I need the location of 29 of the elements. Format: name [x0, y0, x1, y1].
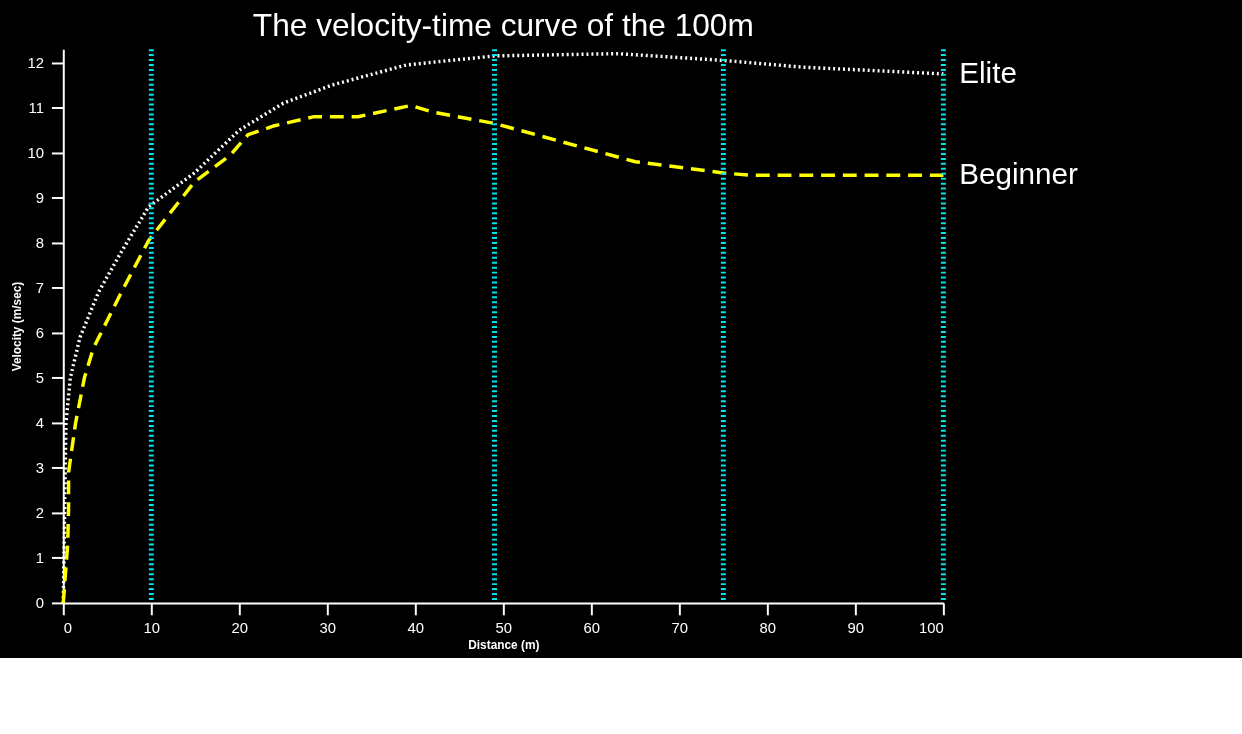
y-tick-label: 12 — [27, 55, 44, 72]
x-tick-label: 30 — [319, 620, 337, 637]
x-tick-label: 40 — [407, 620, 425, 637]
x-tick-label: 10 — [143, 620, 161, 637]
chart-title: The velocity-time curve of the 100m — [252, 6, 754, 43]
x-axis-title: Distance (m) — [468, 637, 540, 652]
y-tick-label: 10 — [27, 145, 44, 162]
y-tick-label: 0 — [35, 595, 44, 612]
y-axis-title: Velocity (m/sec) — [9, 281, 24, 372]
series-label: Elite — [959, 55, 1017, 89]
y-tick-label: 1 — [35, 550, 44, 567]
x-tick-label: 60 — [583, 620, 601, 637]
x-tick-label: 90 — [847, 620, 865, 637]
series-label: Beginner — [959, 157, 1079, 191]
x-tick-label: 70 — [671, 620, 689, 637]
x-tick-label: 20 — [231, 620, 249, 637]
y-tick-label: 11 — [28, 100, 44, 117]
y-tick-label: 3 — [35, 460, 44, 477]
x-tick-label: 50 — [495, 620, 513, 637]
y-tick-label: 5 — [35, 370, 44, 387]
y-tick-label: 4 — [35, 415, 44, 432]
x-tick-label: 80 — [759, 620, 777, 637]
x-tick-label: 100 — [919, 620, 944, 637]
y-tick-label: 6 — [35, 325, 44, 342]
x-tick-label: 0 — [63, 620, 73, 637]
y-tick-label: 8 — [35, 235, 44, 252]
y-tick-label: 2 — [35, 505, 44, 522]
y-tick-label: 9 — [35, 190, 44, 207]
y-tick-label: 7 — [35, 280, 44, 297]
